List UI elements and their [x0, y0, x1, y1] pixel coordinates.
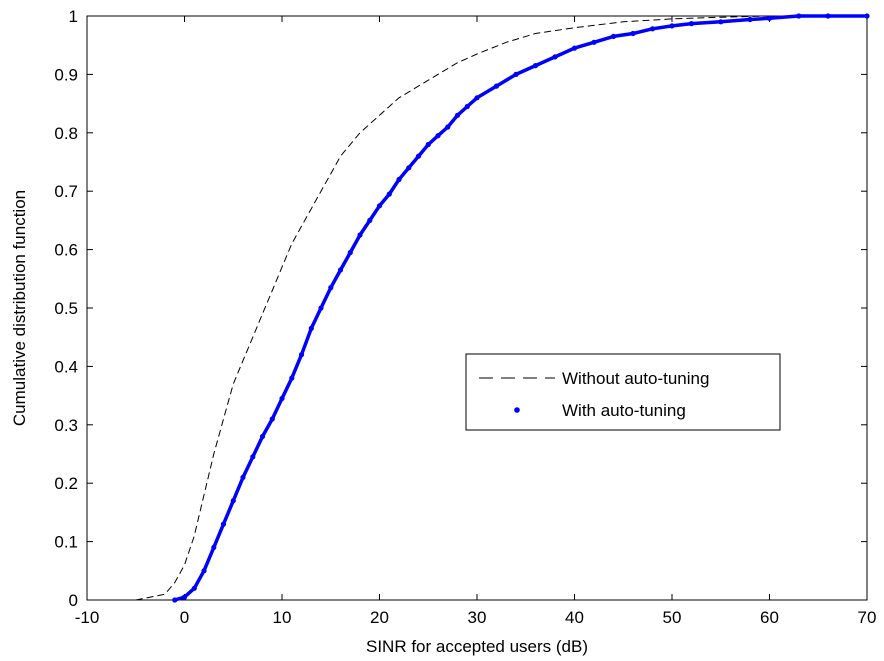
data-point: [328, 285, 334, 291]
data-point: [864, 13, 870, 19]
data-point: [591, 39, 597, 45]
data-point: [240, 474, 246, 480]
y-tick-label: 1: [69, 7, 78, 26]
data-point: [298, 352, 305, 358]
series-line-without-auto-tuning: [135, 15, 867, 601]
x-axis-label: SINR for accepted users (dB): [366, 637, 588, 656]
data-point: [357, 232, 363, 238]
data-point: [396, 176, 402, 183]
data-point: [825, 13, 831, 19]
data-point: [269, 416, 275, 422]
data-point: [347, 249, 353, 256]
data-point: [493, 83, 500, 89]
data-point: [571, 45, 578, 51]
x-tick-label: -10: [75, 608, 100, 627]
data-point: [308, 325, 314, 331]
data-point: [289, 375, 295, 381]
data-point: [211, 544, 217, 551]
y-tick-label: 0.9: [54, 65, 78, 84]
y-tick-label: 0.3: [54, 416, 78, 435]
x-tick-label: 50: [663, 608, 682, 627]
data-point: [250, 454, 256, 460]
data-point: [376, 203, 383, 209]
data-point: [191, 585, 197, 591]
data-point: [552, 54, 558, 60]
x-tick-label: 30: [468, 608, 487, 627]
legend-box: [465, 353, 781, 431]
y-tick-label: 0.8: [54, 124, 78, 143]
data-point: [766, 15, 773, 21]
data-point: [688, 21, 695, 27]
data-point: [649, 26, 656, 32]
x-tick-label: 20: [370, 608, 389, 627]
y-tick-label: 0.1: [54, 533, 78, 552]
data-point: [230, 498, 236, 504]
data-point: [532, 63, 539, 69]
data-point: [464, 103, 470, 110]
x-tick-label: 70: [858, 608, 877, 627]
axis-ticks: -10 0 10 20 30 40 50 60 7000.10.20.30.40.50.60.7…: [54, 7, 876, 627]
y-tick-label: 0.5: [54, 299, 78, 318]
data-point: [747, 16, 753, 23]
data-point: [201, 568, 207, 574]
data-point: [181, 594, 188, 600]
data-point: [630, 30, 636, 37]
data-point: [406, 165, 412, 171]
data-point: [220, 521, 227, 527]
data-point: [367, 217, 373, 223]
data-point: [386, 191, 392, 197]
data-point: [337, 267, 344, 273]
y-tick-label: 0: [69, 591, 78, 610]
data-point: [172, 597, 178, 603]
data-point: [318, 305, 324, 311]
data-point: [796, 13, 802, 19]
y-tick-label: 0.6: [54, 241, 78, 260]
data-point: [454, 112, 461, 118]
legend-swatch-dot: [514, 407, 520, 413]
data-point: [259, 433, 266, 440]
legend: Without auto-tuning With auto-tuning: [465, 353, 781, 431]
data-point: [610, 33, 617, 40]
x-tick-label: 60: [760, 608, 779, 627]
series-layer: [135, 13, 870, 603]
y-tick-label: 0.2: [54, 474, 78, 493]
legend-entry-label: Without auto-tuning: [562, 369, 709, 388]
data-point: [474, 95, 480, 101]
y-axis-label: Cumulative distribution function: [10, 190, 29, 426]
data-point: [718, 19, 724, 25]
plot-area: [86, 15, 868, 601]
legend-entry-label: With auto-tuning: [562, 401, 686, 420]
data-point: [279, 395, 285, 402]
x-tick-label: 0: [180, 608, 189, 627]
y-tick-label: 0.4: [54, 357, 78, 376]
data-point: [425, 141, 431, 148]
data-point: [415, 153, 422, 159]
data-point: [513, 71, 519, 77]
x-tick-label: 10: [273, 608, 292, 627]
y-tick-label: 0.7: [54, 182, 78, 201]
data-point: [669, 23, 675, 29]
data-point: [445, 124, 451, 130]
x-tick-label: 40: [565, 608, 584, 627]
data-point: [435, 133, 441, 139]
